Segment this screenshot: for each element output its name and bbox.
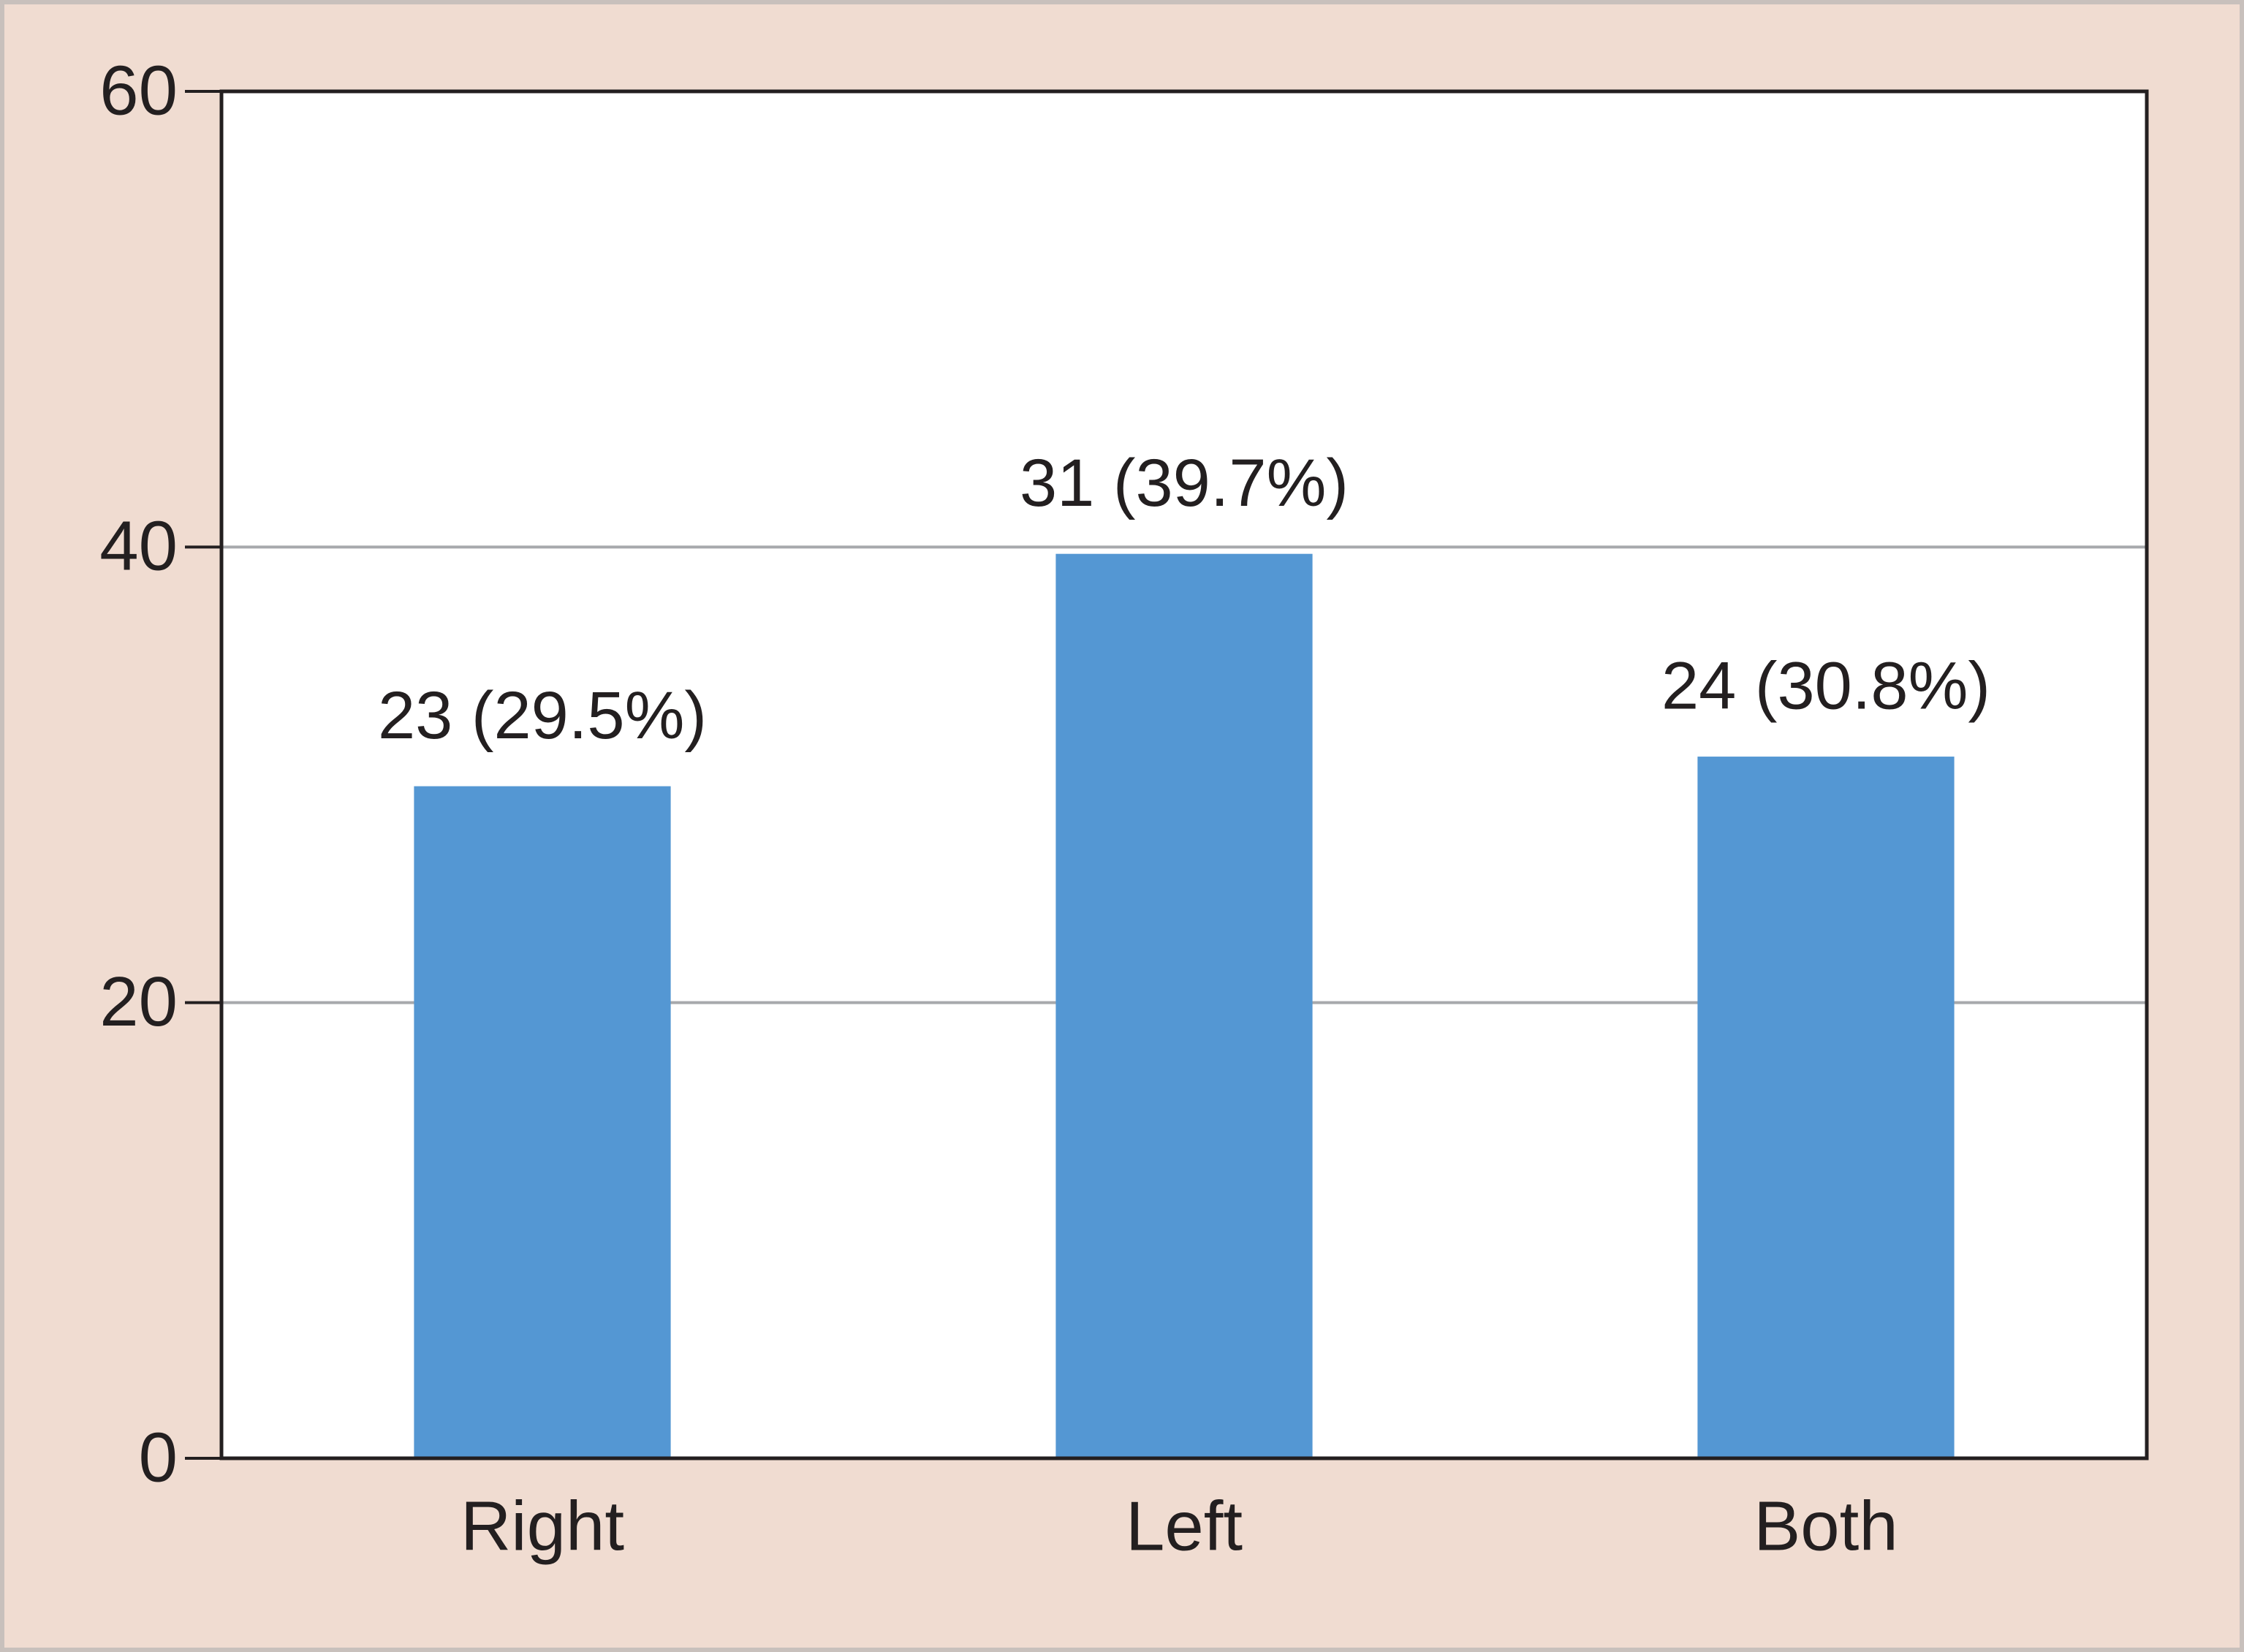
bar <box>414 786 671 1458</box>
x-tick-label: Both <box>1754 1487 1898 1565</box>
bar <box>1055 553 1313 1458</box>
value-label: 23 (29.5%) <box>378 678 707 753</box>
plot-border <box>219 89 2149 1460</box>
value-label: 31 (39.7%) <box>1020 446 1349 520</box>
value-label: 24 (30.8%) <box>1661 648 1990 723</box>
x-tick-label: Right <box>460 1487 624 1565</box>
y-tick-label: 40 <box>99 507 178 586</box>
y-tick-label: 0 <box>139 1418 178 1496</box>
y-tick-label: 20 <box>99 963 178 1041</box>
x-tick-label: Left <box>1126 1487 1243 1565</box>
y-tick-label: 60 <box>99 51 178 129</box>
bar <box>1697 757 1955 1458</box>
